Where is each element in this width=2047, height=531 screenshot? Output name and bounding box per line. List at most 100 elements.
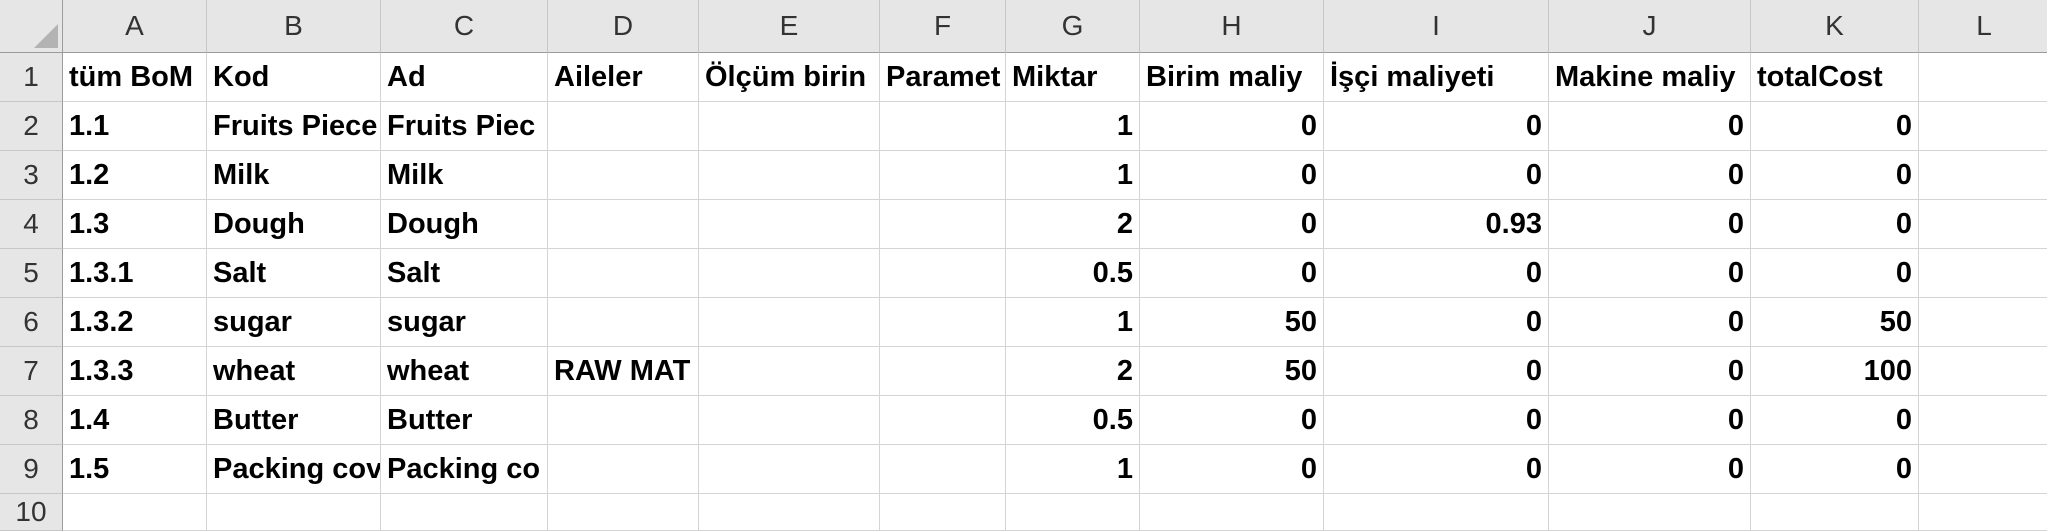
cell-f8[interactable] xyxy=(880,396,1006,445)
cell-l9[interactable] xyxy=(1919,445,2047,494)
cell-i4[interactable]: 0.93 xyxy=(1324,200,1549,249)
cell-b3[interactable]: Milk xyxy=(207,151,381,200)
cell-b6[interactable]: sugar xyxy=(207,298,381,347)
row-header-7[interactable]: 7 xyxy=(0,347,63,396)
column-header-c[interactable]: C xyxy=(381,0,548,53)
cell-g7[interactable]: 2 xyxy=(1006,347,1140,396)
cell-l8[interactable] xyxy=(1919,396,2047,445)
cell-g10[interactable] xyxy=(1006,494,1140,531)
cell-d8[interactable] xyxy=(548,396,699,445)
cell-k7[interactable]: 100 xyxy=(1751,347,1919,396)
cell-h7[interactable]: 50 xyxy=(1140,347,1324,396)
cell-h10[interactable] xyxy=(1140,494,1324,531)
cell-i8[interactable]: 0 xyxy=(1324,396,1549,445)
cell-h2[interactable]: 0 xyxy=(1140,102,1324,151)
cell-l7[interactable] xyxy=(1919,347,2047,396)
cell-i2[interactable]: 0 xyxy=(1324,102,1549,151)
cell-j10[interactable] xyxy=(1549,494,1751,531)
cell-f10[interactable] xyxy=(880,494,1006,531)
cell-l4[interactable] xyxy=(1919,200,2047,249)
cell-a8[interactable]: 1.4 xyxy=(63,396,207,445)
cell-e4[interactable] xyxy=(699,200,880,249)
cell-i7[interactable]: 0 xyxy=(1324,347,1549,396)
cell-d9[interactable] xyxy=(548,445,699,494)
cell-b8[interactable]: Butter xyxy=(207,396,381,445)
cell-d3[interactable] xyxy=(548,151,699,200)
cell-j9[interactable]: 0 xyxy=(1549,445,1751,494)
cell-c2[interactable]: Fruits Piec xyxy=(381,102,548,151)
row-header-9[interactable]: 9 xyxy=(0,445,63,494)
cell-a5[interactable]: 1.3.1 xyxy=(63,249,207,298)
row-header-10[interactable]: 10 xyxy=(0,494,63,531)
row-header-5[interactable]: 5 xyxy=(0,249,63,298)
cell-a1[interactable]: tüm BoM xyxy=(63,53,207,102)
cell-e5[interactable] xyxy=(699,249,880,298)
cell-f4[interactable] xyxy=(880,200,1006,249)
row-header-1[interactable]: 1 xyxy=(0,53,63,102)
cell-d10[interactable] xyxy=(548,494,699,531)
column-header-i[interactable]: I xyxy=(1324,0,1549,53)
cell-e9[interactable] xyxy=(699,445,880,494)
cell-g9[interactable]: 1 xyxy=(1006,445,1140,494)
cell-j5[interactable]: 0 xyxy=(1549,249,1751,298)
cell-d4[interactable] xyxy=(548,200,699,249)
row-header-6[interactable]: 6 xyxy=(0,298,63,347)
cell-k4[interactable]: 0 xyxy=(1751,200,1919,249)
cell-e1[interactable]: Ölçüm birin xyxy=(699,53,880,102)
cell-f5[interactable] xyxy=(880,249,1006,298)
cell-c10[interactable] xyxy=(381,494,548,531)
cell-e2[interactable] xyxy=(699,102,880,151)
cell-c8[interactable]: Butter xyxy=(381,396,548,445)
cell-b7[interactable]: wheat xyxy=(207,347,381,396)
cell-c3[interactable]: Milk xyxy=(381,151,548,200)
cell-k3[interactable]: 0 xyxy=(1751,151,1919,200)
cell-h5[interactable]: 0 xyxy=(1140,249,1324,298)
cell-h8[interactable]: 0 xyxy=(1140,396,1324,445)
cell-i1[interactable]: İşçi maliyeti xyxy=(1324,53,1549,102)
cell-g5[interactable]: 0.5 xyxy=(1006,249,1140,298)
cell-d5[interactable] xyxy=(548,249,699,298)
column-header-h[interactable]: H xyxy=(1140,0,1324,53)
cell-a10[interactable] xyxy=(63,494,207,531)
cell-e3[interactable] xyxy=(699,151,880,200)
cell-k6[interactable]: 50 xyxy=(1751,298,1919,347)
cell-k5[interactable]: 0 xyxy=(1751,249,1919,298)
cell-i6[interactable]: 0 xyxy=(1324,298,1549,347)
cell-f9[interactable] xyxy=(880,445,1006,494)
column-header-l[interactable]: L xyxy=(1919,0,2047,53)
cell-k10[interactable] xyxy=(1751,494,1919,531)
column-header-e[interactable]: E xyxy=(699,0,880,53)
row-header-8[interactable]: 8 xyxy=(0,396,63,445)
cell-b5[interactable]: Salt xyxy=(207,249,381,298)
cell-e6[interactable] xyxy=(699,298,880,347)
cell-l1[interactable] xyxy=(1919,53,2047,102)
cell-h1[interactable]: Birim maliy xyxy=(1140,53,1324,102)
cell-l6[interactable] xyxy=(1919,298,2047,347)
cell-g3[interactable]: 1 xyxy=(1006,151,1140,200)
cell-d2[interactable] xyxy=(548,102,699,151)
cell-b9[interactable]: Packing cov xyxy=(207,445,381,494)
cell-j4[interactable]: 0 xyxy=(1549,200,1751,249)
cell-g1[interactable]: Miktar xyxy=(1006,53,1140,102)
column-header-j[interactable]: J xyxy=(1549,0,1751,53)
cell-f7[interactable] xyxy=(880,347,1006,396)
cell-j3[interactable]: 0 xyxy=(1549,151,1751,200)
cell-l3[interactable] xyxy=(1919,151,2047,200)
cell-k9[interactable]: 0 xyxy=(1751,445,1919,494)
cell-f3[interactable] xyxy=(880,151,1006,200)
cell-j6[interactable]: 0 xyxy=(1549,298,1751,347)
cell-c4[interactable]: Dough xyxy=(381,200,548,249)
cell-j8[interactable]: 0 xyxy=(1549,396,1751,445)
cell-c1[interactable]: Ad xyxy=(381,53,548,102)
cell-b2[interactable]: Fruits Piece xyxy=(207,102,381,151)
cell-i3[interactable]: 0 xyxy=(1324,151,1549,200)
cell-i5[interactable]: 0 xyxy=(1324,249,1549,298)
cell-a3[interactable]: 1.2 xyxy=(63,151,207,200)
cell-b4[interactable]: Dough xyxy=(207,200,381,249)
column-header-k[interactable]: K xyxy=(1751,0,1919,53)
cell-b10[interactable] xyxy=(207,494,381,531)
cell-k8[interactable]: 0 xyxy=(1751,396,1919,445)
cell-g8[interactable]: 0.5 xyxy=(1006,396,1140,445)
cell-f6[interactable] xyxy=(880,298,1006,347)
cell-h6[interactable]: 50 xyxy=(1140,298,1324,347)
